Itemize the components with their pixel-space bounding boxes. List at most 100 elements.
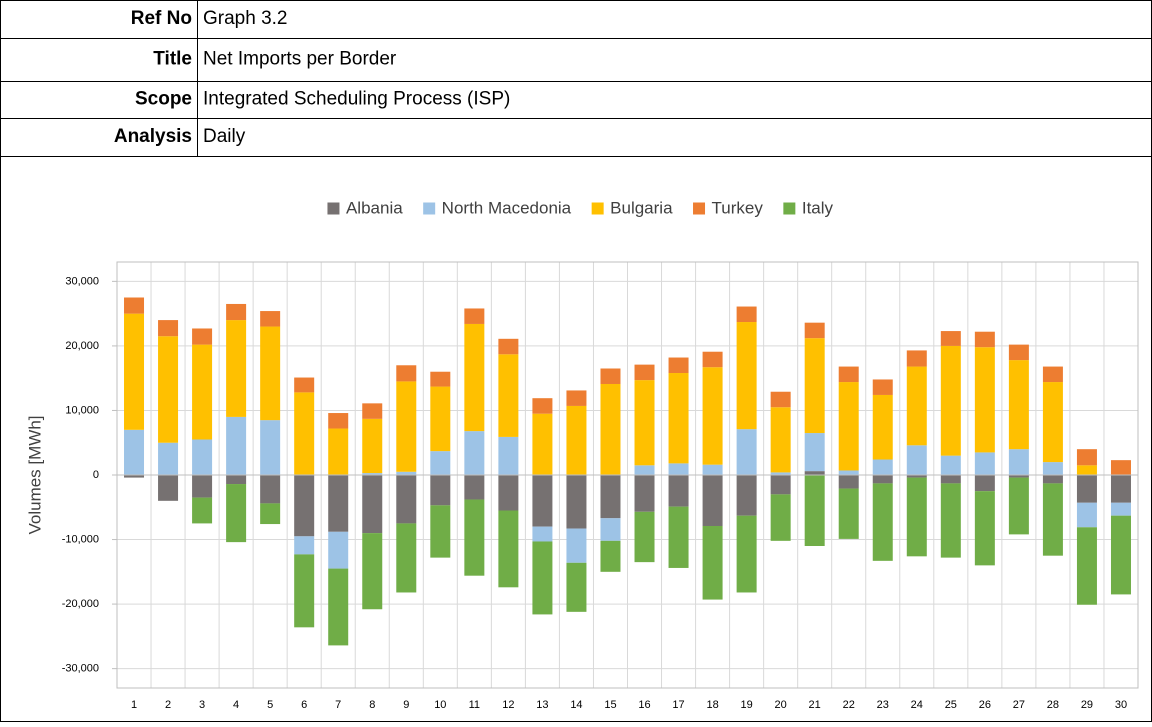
- bar-segment: [940, 455, 961, 475]
- bar-segment: [192, 344, 213, 440]
- bar-segment: [804, 338, 825, 434]
- x-tick-label: 28: [1047, 699, 1059, 711]
- bar-segment: [1110, 460, 1131, 475]
- bar-segment: [498, 510, 519, 588]
- bar-segment: [906, 477, 927, 557]
- bar-segment: [1110, 515, 1131, 595]
- row-value: Graph 3.2: [203, 8, 288, 29]
- bar-segment: [328, 428, 349, 475]
- y-tick-label: 10,000: [65, 404, 99, 416]
- bar-segment: [1110, 475, 1131, 503]
- x-tick-label: 10: [434, 699, 446, 711]
- bar-segment: [1008, 344, 1029, 361]
- bar-segment: [940, 475, 961, 484]
- x-tick-label: 20: [775, 699, 787, 711]
- bar-segment: [600, 368, 621, 384]
- bar-segment: [226, 484, 247, 543]
- bar-segment: [770, 494, 791, 541]
- bar-segment: [260, 475, 281, 504]
- bar-segment: [770, 391, 791, 408]
- row-label: Analysis: [114, 126, 192, 147]
- bar-segment: [396, 381, 417, 472]
- bar-segment: [668, 475, 689, 507]
- bar-segment: [362, 418, 383, 474]
- bar-segment: [1042, 475, 1063, 484]
- bar-segment: [702, 351, 723, 368]
- bar-segment: [906, 366, 927, 446]
- bar-segment: [600, 383, 621, 475]
- x-tick-label: 27: [1013, 699, 1025, 711]
- legend: Albania North Macedonia Bulgaria Turkey Ital…: [326, 198, 834, 217]
- x-tick-label: 17: [672, 699, 684, 711]
- x-tick-label: 8: [369, 699, 375, 711]
- bar-segment: [600, 475, 621, 519]
- bar-segment: [430, 371, 451, 387]
- bar-segment: [396, 475, 417, 524]
- bar-segment: [192, 328, 213, 345]
- legend-label: North Macedonia: [442, 198, 572, 217]
- bar-segment: [226, 303, 247, 321]
- x-tick-label: 4: [233, 699, 239, 711]
- bar-segment: [158, 336, 179, 443]
- bar-segment: [702, 367, 723, 465]
- bar-segment: [940, 331, 961, 346]
- x-tick-label: 21: [809, 699, 821, 711]
- x-tick-label: 26: [979, 699, 991, 711]
- x-tick-label: 12: [502, 699, 514, 711]
- x-tick-label: 11: [469, 699, 480, 711]
- x-tick-label: 13: [536, 699, 548, 711]
- bar-segment: [124, 297, 145, 314]
- bar-segment: [974, 347, 995, 453]
- bar-segment: [668, 506, 689, 568]
- row-value: Daily: [203, 126, 246, 147]
- bar-segment: [906, 475, 927, 478]
- bar-segment: [600, 518, 621, 541]
- x-tick-label: 25: [945, 699, 957, 711]
- bar-segment: [328, 568, 349, 646]
- bar-segment: [294, 377, 315, 393]
- bar-segment: [940, 345, 961, 456]
- bar-segment: [362, 403, 383, 419]
- legend-swatch: [326, 201, 341, 216]
- bar-segment: [124, 475, 145, 478]
- bar-segment: [294, 554, 315, 628]
- bar-segment: [804, 322, 825, 339]
- bar-segment: [940, 483, 961, 558]
- bar-segment: [192, 497, 213, 524]
- legend-swatch: [422, 201, 437, 216]
- bar-segment: [260, 420, 281, 475]
- bar-segment: [498, 338, 519, 355]
- y-tick-label: 20,000: [65, 340, 99, 352]
- bar-segment: [872, 483, 893, 561]
- bar-segment: [1110, 502, 1131, 516]
- row-value: Net Imports per Border: [203, 49, 397, 70]
- bar-segment: [566, 562, 587, 612]
- x-tick-label: 23: [877, 699, 889, 711]
- bar-segment: [770, 407, 791, 473]
- bar-segment: [430, 386, 451, 452]
- bar-segment: [260, 326, 281, 421]
- bar-segment: [396, 471, 417, 475]
- x-tick-label: 30: [1115, 699, 1127, 711]
- bar-segment: [974, 475, 995, 492]
- bar-segment: [498, 354, 519, 437]
- bar-segment: [158, 442, 179, 475]
- bar-segment: [804, 471, 825, 475]
- legend-swatch: [590, 201, 605, 216]
- bar-segment: [634, 511, 655, 563]
- bar-segment: [872, 379, 893, 395]
- bar-segment: [1076, 465, 1097, 475]
- bar-segment: [770, 472, 791, 475]
- x-tick-label: 15: [604, 699, 616, 711]
- bar-segment: [566, 475, 587, 529]
- bar-segment: [1076, 475, 1097, 503]
- bar-segment: [464, 431, 485, 475]
- bar-segment: [974, 331, 995, 348]
- bar-segment: [328, 413, 349, 429]
- bar-segment: [634, 475, 655, 512]
- bar-segment: [974, 491, 995, 566]
- bar-segment: [1042, 483, 1063, 556]
- bar-segment: [600, 540, 621, 572]
- bar-segment: [328, 531, 349, 569]
